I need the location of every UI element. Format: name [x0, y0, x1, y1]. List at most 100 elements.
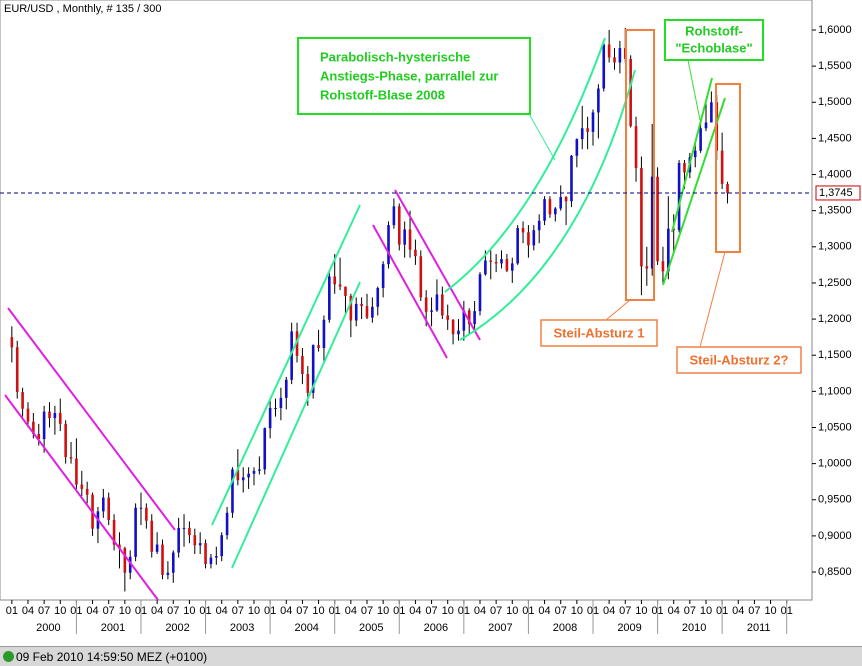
x-tick-label: 07: [361, 605, 373, 617]
candle-body: [333, 276, 337, 285]
candle-body: [10, 337, 14, 348]
annotation: Anstiegs-Phase, parrallel zur: [320, 68, 498, 83]
x-tick-label: 01: [6, 605, 18, 617]
candle-body: [80, 484, 84, 489]
candle-body: [726, 183, 729, 193]
candle-body: [537, 220, 541, 231]
candle-body: [107, 497, 110, 520]
year-label: 2004: [294, 622, 318, 634]
y-tick-label: 0,9500: [818, 494, 852, 506]
annotation: "Echoblase": [675, 40, 752, 55]
candle-body: [58, 413, 62, 424]
candle-body: [457, 330, 460, 335]
candle-body: [354, 303, 358, 321]
candle-body: [548, 199, 552, 215]
candle-body: [403, 229, 406, 245]
candle-body: [231, 469, 234, 513]
candle-body: [306, 374, 310, 393]
candle-body: [661, 261, 665, 272]
trendline: [459, 69, 636, 341]
y-tick-label: 1,5000: [818, 96, 852, 108]
x-tick-label: 10: [54, 605, 66, 617]
candle-body: [328, 276, 331, 320]
year-label: 2008: [553, 622, 577, 634]
y-tick-label: 1,2000: [818, 313, 852, 325]
candle-body: [510, 263, 514, 271]
x-tick-label: 10: [700, 605, 712, 617]
x-tick-label: 10: [312, 605, 324, 617]
x-tick-label: 10: [377, 605, 389, 617]
x-tick-label: 04: [603, 605, 615, 617]
status-text: 09 Feb 2010 14:59:50 MEZ (+0100): [16, 650, 208, 664]
candle-body: [193, 535, 197, 546]
candle-body: [284, 379, 288, 398]
candle-body: [150, 520, 154, 552]
candle-body: [451, 319, 455, 335]
candle-body: [441, 294, 444, 316]
candle-body: [48, 411, 51, 419]
highlight-box: [625, 29, 655, 301]
annotation: Steil-Absturz 1: [553, 325, 644, 340]
candle-body: [484, 260, 487, 275]
candle-body: [570, 155, 573, 202]
x-tick-label: 07: [748, 605, 760, 617]
candle-body: [376, 288, 380, 307]
candle-body: [559, 196, 563, 209]
year-label: 2003: [230, 622, 254, 634]
last-price-label: 1,3745: [819, 187, 853, 199]
candle-body: [478, 274, 482, 312]
year-label: 2002: [165, 622, 189, 634]
candle-body: [554, 208, 557, 215]
candle-body: [53, 413, 57, 419]
connector: [699, 251, 726, 348]
candle-body: [381, 264, 385, 289]
x-tick-label: 10: [442, 605, 454, 617]
x-tick-label: 10: [119, 605, 131, 617]
candle-body: [710, 102, 713, 123]
candle-body: [145, 507, 148, 521]
x-tick-label: 04: [22, 605, 34, 617]
candle-body: [473, 311, 476, 325]
candle-body: [602, 44, 606, 89]
x-tick-label: 10: [571, 605, 583, 617]
candle-body: [597, 88, 600, 113]
x-tick-label: 07: [38, 605, 50, 617]
x-tick-label: 10: [764, 605, 776, 617]
x-tick-label: 07: [619, 605, 631, 617]
candle-body: [704, 122, 708, 129]
candle-body: [166, 572, 170, 575]
candle-body: [139, 507, 143, 509]
x-tick-label: 07: [684, 605, 696, 617]
candle-body: [516, 228, 519, 264]
y-tick-label: 1,4000: [818, 168, 852, 180]
trendlines: [4, 29, 741, 601]
candle-body: [532, 230, 536, 246]
candle-body: [365, 306, 369, 318]
candle-body: [26, 408, 30, 422]
candle-body: [215, 556, 218, 558]
candle-body: [204, 543, 207, 565]
x-tick-label: 07: [296, 605, 308, 617]
candle-body: [274, 407, 277, 409]
candle-body: [505, 259, 509, 271]
candle-body: [586, 128, 589, 132]
year-label: 2000: [36, 622, 60, 634]
candle-body: [311, 345, 315, 393]
candle-body: [419, 256, 423, 298]
candle-body: [112, 519, 116, 545]
y-tick-label: 1,0500: [818, 421, 852, 433]
trendline: [211, 204, 361, 526]
x-tick-label: 07: [555, 605, 567, 617]
candle-body: [645, 266, 649, 269]
chart: Parabolisch-hysterische Anstiegs-Phase, …: [0, 0, 861, 634]
candle-body: [387, 225, 390, 265]
y-tick-label: 1,1500: [818, 349, 852, 361]
x-tick-label: 04: [345, 605, 357, 617]
candle-body: [650, 176, 654, 269]
candle-body: [672, 228, 676, 231]
year-label: 2011: [747, 622, 771, 634]
connector: [605, 299, 631, 321]
candle-body: [543, 199, 546, 221]
candle-body: [634, 126, 638, 169]
candle-body: [37, 433, 41, 440]
